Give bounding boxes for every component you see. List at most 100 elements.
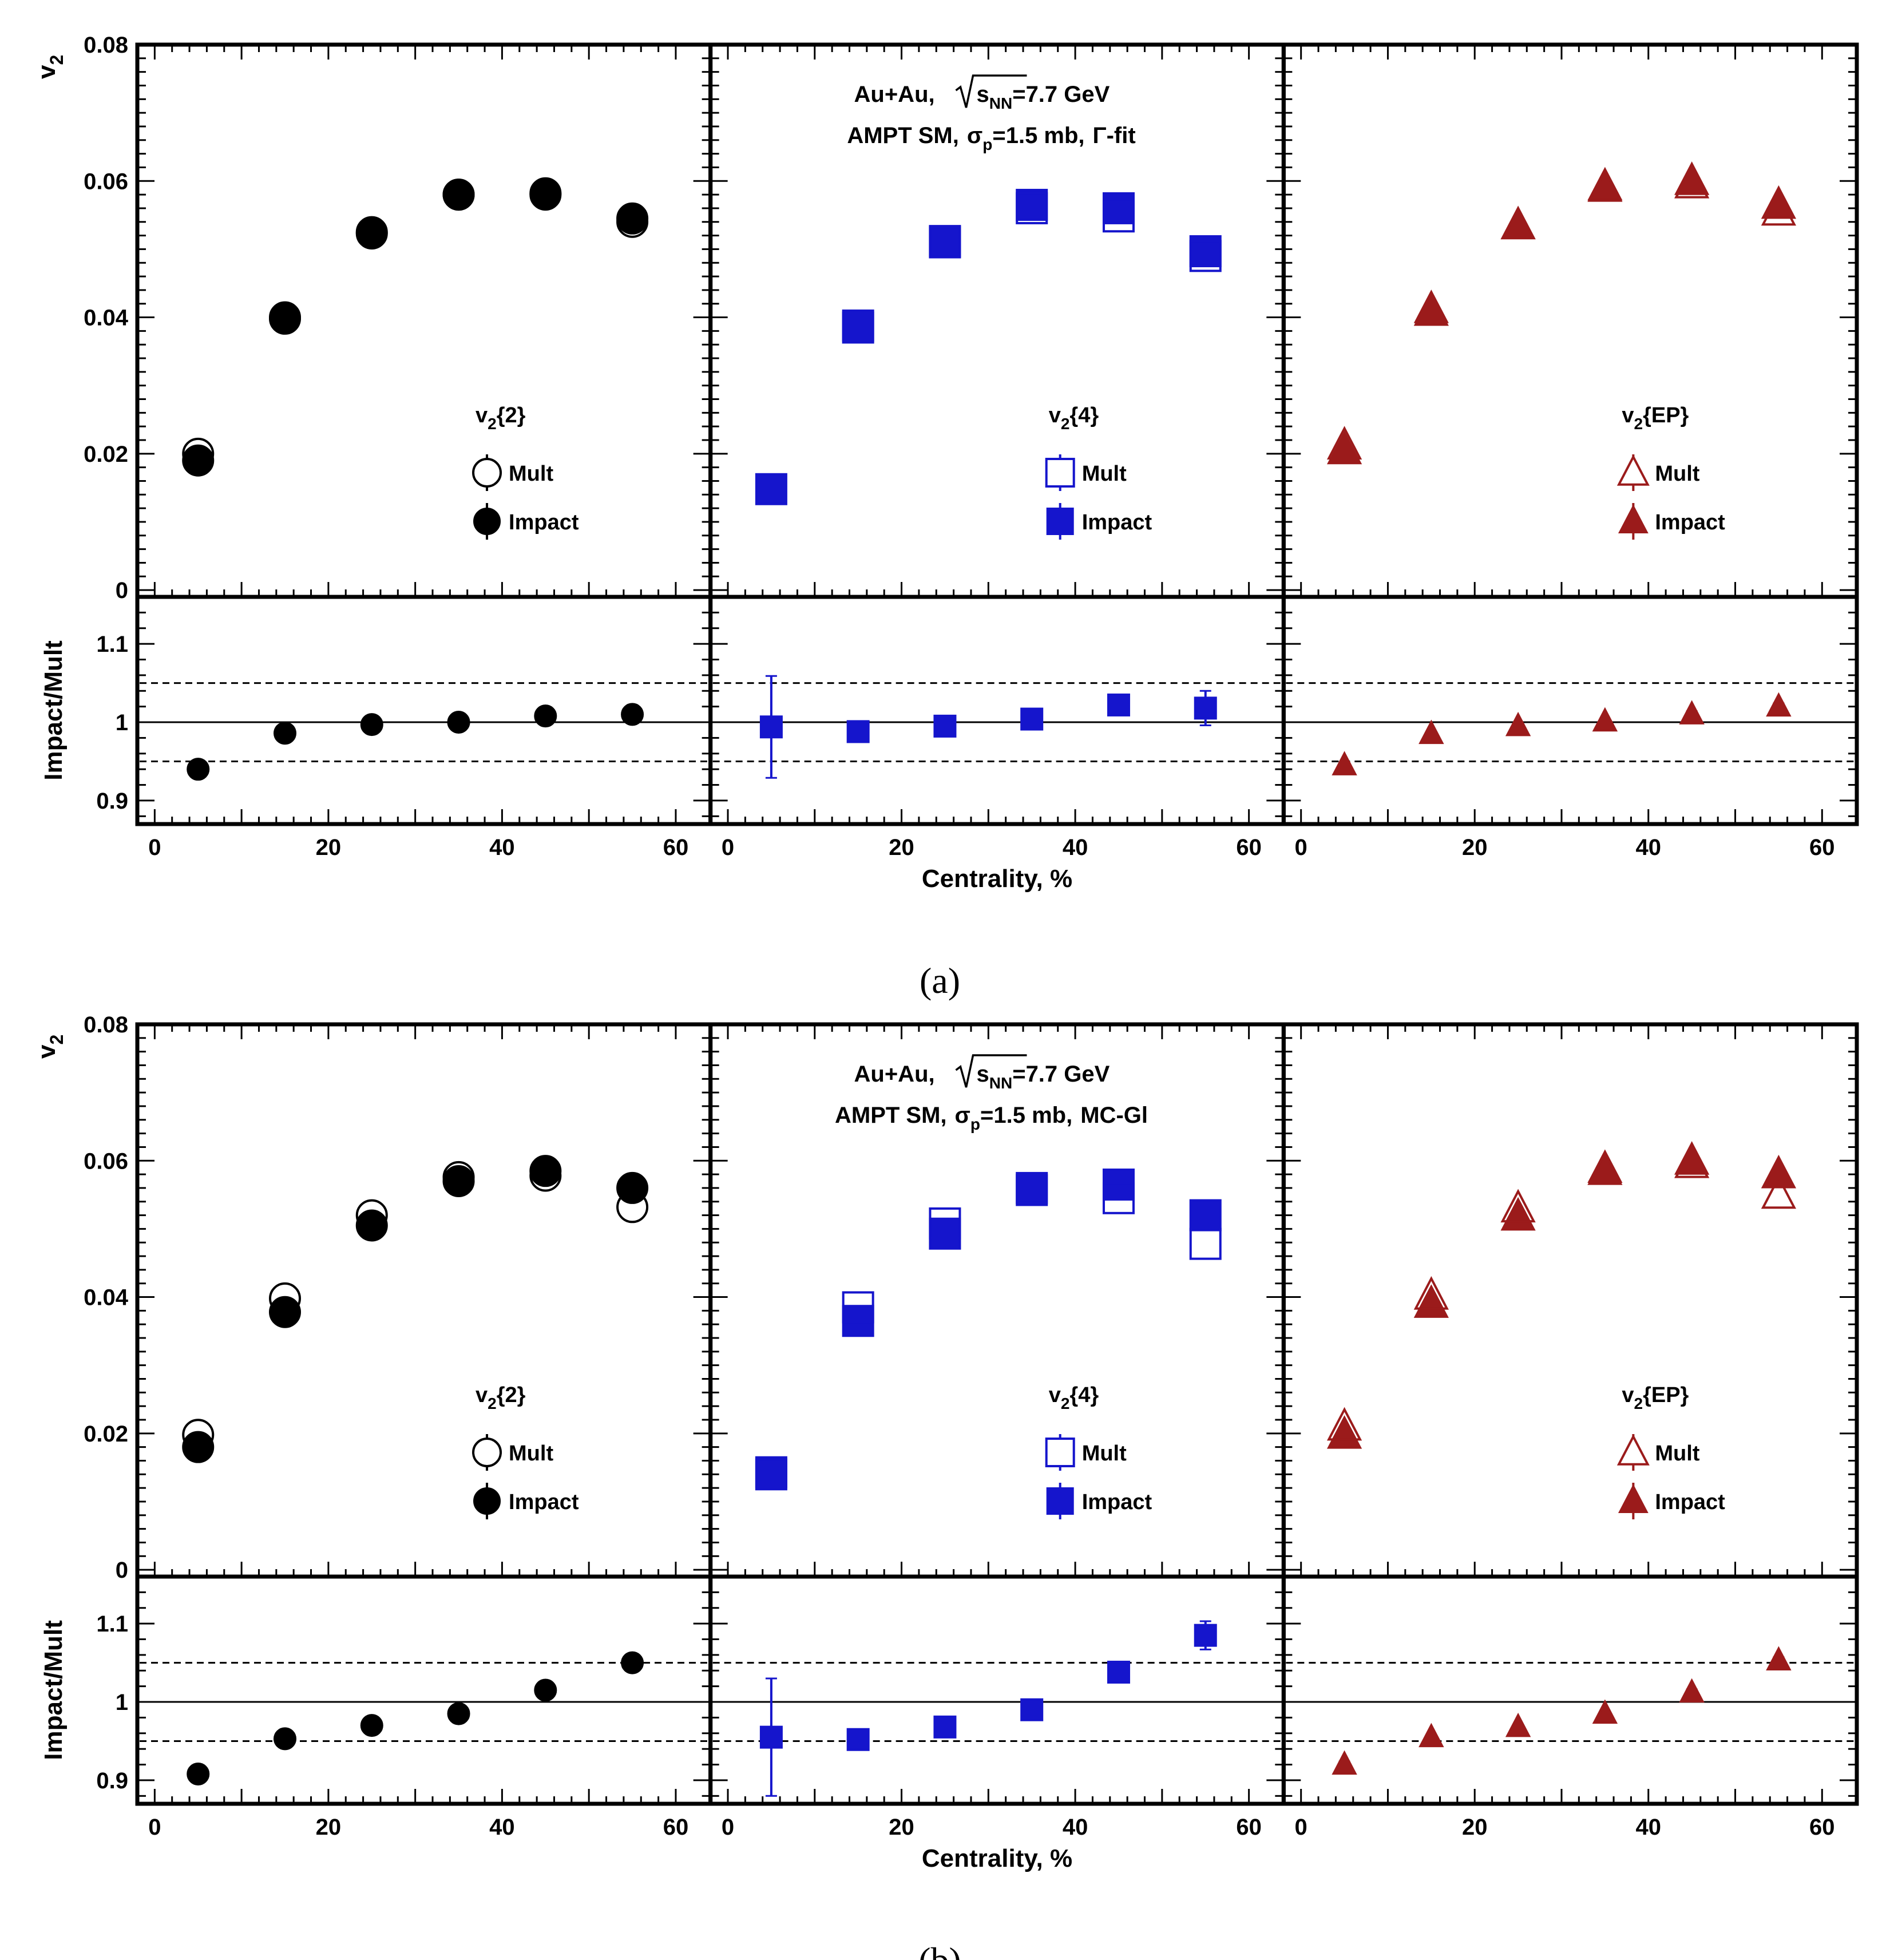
ratio-point	[1194, 696, 1217, 720]
ratio-panel-frame	[1281, 595, 1859, 826]
impact-point	[1500, 205, 1536, 240]
x-tick-label: 40	[1636, 835, 1662, 860]
ratio-point	[274, 722, 297, 745]
legend-title: v2{2}	[476, 1383, 526, 1412]
legend-title-sub: 2	[1634, 1395, 1643, 1412]
legend-mult-marker	[472, 458, 502, 488]
top-panel-frame	[1281, 1022, 1859, 1579]
ratio-point	[1107, 693, 1130, 716]
x-tick-label: 60	[1809, 1815, 1835, 1840]
sqrt-symbol	[955, 74, 1027, 108]
mult-point	[442, 179, 475, 211]
ratio-point	[1419, 1723, 1444, 1748]
mult-point	[1761, 192, 1797, 226]
mult-point	[1326, 1407, 1362, 1441]
mult-point	[269, 1282, 302, 1314]
y-tick-label: 0.08	[84, 1012, 128, 1038]
impact-point	[1761, 1154, 1797, 1189]
mult-point	[929, 226, 961, 259]
x-axis-title: Centrality, %	[922, 1844, 1072, 1872]
ratio-y-tick-label: 0.9	[96, 1768, 128, 1793]
header-energy: =7.7 GeV	[1012, 82, 1110, 107]
x-tick-label: 40	[1063, 835, 1088, 860]
top-panel-frame	[135, 1022, 713, 1579]
impact-point	[182, 1431, 215, 1463]
impact-point	[1102, 1168, 1135, 1201]
x-tick-label: 40	[489, 1815, 515, 1840]
legend-title-brace: {EP}	[1643, 1383, 1689, 1407]
mult-point	[1189, 240, 1222, 272]
mult-point	[1674, 165, 1710, 199]
x-tick-label: 0	[148, 835, 161, 860]
legend-impact-label: Impact	[1082, 1490, 1152, 1514]
mult-point	[755, 1456, 787, 1488]
y-axis-title: v2	[33, 55, 67, 79]
legend-title: v2{4}	[1049, 403, 1099, 433]
ratio-point	[759, 715, 783, 739]
panel-square: 0 20 40 60 v2{4} Mult Impact	[708, 42, 1286, 860]
ratio-y-tick-label: 1.1	[96, 1611, 128, 1637]
legend-impact-marker	[1618, 504, 1649, 533]
ratio-point	[1679, 700, 1705, 724]
legend-mult-marker	[1045, 458, 1075, 488]
ratio-point	[1020, 1698, 1044, 1721]
x-tick-label: 60	[663, 835, 689, 860]
x-tick-label: 60	[1809, 835, 1835, 860]
x-tick-label: 0	[148, 1815, 161, 1840]
y-tick-label: 0.04	[84, 306, 129, 331]
legend-impact-label: Impact	[1082, 510, 1152, 534]
header-sigma-value: =1.5 mb,	[992, 123, 1084, 148]
mult-point	[355, 1199, 388, 1232]
header-sqrt-s: sNN=7.7 GeV	[977, 1062, 1110, 1092]
legend-mult-label: Mult	[1655, 1442, 1699, 1466]
ratio-point	[534, 704, 557, 728]
mult-point	[1500, 1189, 1536, 1223]
mult-point	[529, 1159, 562, 1192]
ratio-point	[274, 1727, 297, 1751]
mult-point	[1413, 1276, 1449, 1310]
top-panel-frame	[135, 42, 713, 599]
ratio-point	[1194, 1624, 1217, 1647]
ratio-y-tick-label: 0.9	[96, 789, 128, 814]
y-axis-title-sub: 2	[46, 55, 67, 65]
ratio-point	[846, 720, 870, 743]
x-tick-label: 40	[1063, 1815, 1088, 1840]
impact-point	[1016, 1174, 1048, 1206]
top-panel-frame	[1281, 42, 1859, 599]
ratio-point	[759, 1725, 783, 1749]
impact-point	[1587, 1151, 1623, 1185]
legend-title-brace: {EP}	[1643, 403, 1689, 427]
header-system: Au+Au,	[854, 1062, 935, 1087]
panel-circle: 0 20 40 60 v2{2} Mult Impact	[135, 1022, 713, 1840]
legend-title-brace: {4}	[1069, 403, 1099, 427]
impact-point	[269, 1296, 302, 1328]
legend-impact-marker	[473, 508, 501, 535]
legend-impact-label: Impact	[509, 1490, 579, 1514]
legend-mult-label: Mult	[1082, 1442, 1127, 1466]
mult-point	[1761, 1175, 1797, 1209]
header-energy: =7.7 GeV	[1012, 1062, 1110, 1087]
impact-point	[182, 444, 215, 477]
mult-point	[269, 301, 302, 334]
x-tick-label: 20	[889, 1815, 914, 1840]
mult-point	[1326, 426, 1362, 460]
legend-title-brace: {2}	[497, 403, 526, 427]
ratio-point	[1505, 711, 1531, 737]
legend-title-sub: 2	[488, 1395, 497, 1412]
ratio-point	[360, 713, 383, 737]
legend-impact-label: Impact	[1655, 510, 1725, 534]
ratio-point	[933, 714, 957, 738]
mult-point	[355, 216, 388, 248]
x-tick-label: 0	[1295, 835, 1307, 860]
mult-point	[1102, 1182, 1135, 1214]
ratio-panel-frame	[1281, 1574, 1859, 1806]
mult-point	[182, 1419, 215, 1451]
legend-impact-marker	[1618, 1484, 1649, 1513]
ratio-point	[1766, 1646, 1792, 1671]
header-fit: Γ-fit	[1093, 123, 1136, 148]
ratio-panel-frame	[135, 1574, 713, 1806]
ratio-point	[447, 711, 470, 734]
legend-impact-marker	[1046, 508, 1074, 535]
mult-point	[842, 1291, 874, 1324]
